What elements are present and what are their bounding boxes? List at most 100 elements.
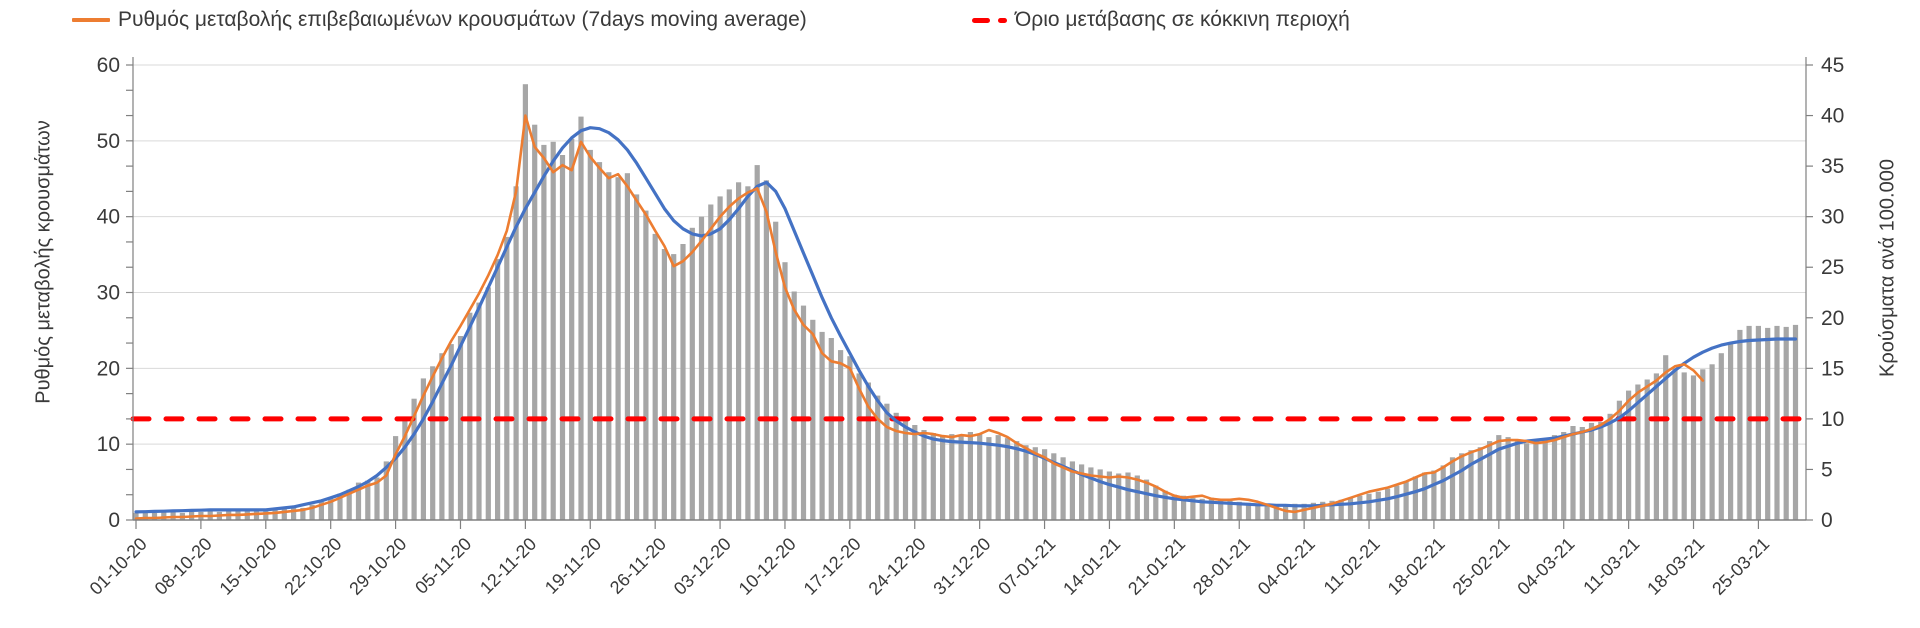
daily-bar: [318, 501, 324, 520]
daily-bar: [773, 221, 779, 520]
daily-bar: [736, 182, 742, 521]
daily-bar: [328, 497, 334, 520]
daily-bar: [365, 480, 371, 520]
daily-bar: [1143, 479, 1150, 520]
daily-bar: [1079, 464, 1085, 520]
daily-bar: [1245, 502, 1252, 520]
daily-bar: [810, 319, 816, 520]
daily-bar: [1403, 481, 1409, 520]
daily-bar: [1032, 447, 1038, 520]
daily-bar: [615, 177, 621, 520]
daily-bar: [1644, 379, 1650, 520]
daily-bar: [1663, 355, 1669, 520]
daily-bar: [819, 331, 825, 520]
daily-bar: [1347, 497, 1354, 520]
daily-bar: [532, 124, 538, 520]
daily-bar: [1524, 443, 1530, 520]
daily-bar: [1514, 440, 1520, 520]
daily-bar: [1728, 344, 1734, 520]
x-axis-date-label: 10-12-20: [735, 534, 800, 599]
daily-bar: [624, 173, 630, 520]
daily-bar: [1310, 502, 1316, 520]
daily-bar: [272, 508, 278, 520]
daily-bar: [1598, 421, 1604, 520]
daily-bar: [1338, 499, 1344, 520]
daily-bar: [698, 216, 705, 520]
daily-bar: [902, 420, 909, 520]
daily-bar: [1301, 503, 1307, 520]
legend-label-moving-average: Ρυθμός μεταβολής επιβεβαιωμένων κρουσμάτ…: [118, 8, 807, 31]
daily-bar: [133, 512, 139, 520]
daily-bar: [1561, 432, 1567, 520]
moving-average-line: [134, 114, 1705, 520]
daily-bar: [1366, 493, 1372, 520]
daily-bar: [1746, 325, 1752, 520]
daily-bar: [1255, 503, 1261, 520]
x-axis-date-label: 03-12-20: [670, 534, 735, 599]
daily-bar: [847, 356, 853, 520]
daily-bar: [1190, 497, 1196, 520]
right-axis-tick-label: 5: [1821, 458, 1833, 481]
x-axis-date-label: 22-10-20: [280, 534, 345, 599]
red-dash-swatch-icon: [972, 17, 1007, 23]
daily-bar: [1477, 447, 1483, 520]
daily-bar: [1097, 469, 1103, 520]
daily-bar: [457, 336, 464, 520]
daily-bar: [708, 204, 714, 520]
daily-bar: [1468, 450, 1474, 520]
daily-bar: [1792, 324, 1799, 520]
daily-bar: [912, 425, 918, 520]
daily-bar: [430, 366, 436, 520]
daily-bar: [300, 507, 306, 520]
x-axis-date-label: 18-03-21: [1643, 534, 1708, 599]
x-axis-date-label: 04-03-21: [1513, 534, 1578, 599]
daily-bar: [522, 84, 528, 520]
daily-bar: [467, 312, 473, 520]
x-axis-date-label: 07-01-21: [994, 534, 1059, 599]
daily-bar: [420, 378, 426, 520]
daily-bar: [1570, 426, 1576, 520]
daily-bar: [782, 262, 788, 520]
daily-bar: [977, 434, 983, 520]
trend-line: [134, 126, 1798, 514]
daily-bar: [717, 196, 723, 520]
daily-bar: [1422, 472, 1428, 520]
daily-bar: [569, 138, 575, 521]
daily-bar: [411, 398, 417, 520]
x-axis-date-label: 19-11-20: [541, 534, 605, 598]
daily-bar: [689, 227, 695, 521]
daily-bar: [346, 489, 352, 520]
daily-bar: [1737, 329, 1743, 520]
daily-bar: [383, 461, 389, 520]
x-axis-date-label: 14-01-21: [1059, 534, 1124, 599]
daily-bar: [1533, 441, 1539, 520]
x-axis-date-label: 15-10-20: [216, 534, 281, 599]
daily-bar: [596, 162, 603, 520]
daily-bar: [940, 436, 946, 520]
legend-item-moving-average: Ρυθμός μεταβολής επιβεβαιωμένων κρουσμάτ…: [72, 8, 807, 32]
daily-bar: [745, 186, 751, 521]
daily-bar: [606, 172, 612, 520]
daily-bar: [393, 436, 399, 520]
legend-item-threshold: Όριο μετάβασης σε κόκκινη περιοχή: [972, 8, 1350, 32]
daily-bar: [1125, 472, 1131, 520]
daily-bar: [1607, 413, 1613, 520]
daily-bar: [726, 189, 732, 520]
daily-bar: [1588, 422, 1595, 520]
x-axis-date-label: 25-02-21: [1449, 534, 1514, 599]
daily-bar: [1394, 485, 1400, 520]
daily-bar: [1755, 325, 1761, 520]
orange-line-swatch-icon: [72, 18, 110, 22]
daily-bar: [402, 416, 408, 520]
daily-bar: [1283, 504, 1289, 520]
daily-bar: [652, 233, 658, 520]
daily-bar: [1004, 438, 1011, 520]
right-axis-tick-label: 15: [1821, 357, 1844, 380]
daily-bar: [1459, 453, 1465, 520]
x-axis-date-label: 25-03-21: [1708, 534, 1773, 599]
daily-bar: [680, 244, 686, 520]
daily-bar: [1060, 457, 1066, 520]
daily-bar: [1626, 390, 1632, 520]
daily-bar: [439, 353, 445, 520]
